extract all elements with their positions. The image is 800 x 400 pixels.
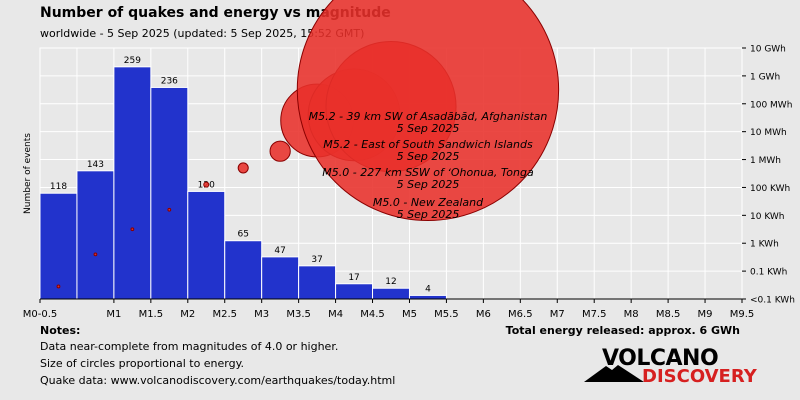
- note-completeness: Data near-complete from magnitudes of 4.…: [40, 340, 339, 353]
- bar-count-label: 12: [385, 277, 396, 287]
- x-tick-label: M3: [254, 309, 269, 320]
- volcano-icon: [584, 365, 644, 382]
- x-tick-label: M0-0.5: [23, 309, 58, 320]
- x-tick-label: M1: [106, 309, 121, 320]
- count-bar: [187, 190, 226, 300]
- energy-axis-label: 10 MWh: [750, 128, 787, 138]
- notes-heading: Notes:: [40, 324, 81, 337]
- volcanodiscovery-logo: VOLCANO DISCOVERY: [584, 344, 764, 390]
- logo-text-bottom: DISCOVERY: [642, 366, 757, 387]
- quake-annotation-date: 5 Sep 2025: [397, 178, 460, 191]
- energy-bubble: [269, 140, 291, 162]
- bar-count-label: 47: [274, 246, 285, 256]
- count-bar: [298, 265, 337, 300]
- chart-title: Number of quakes and energy vs magnitude: [40, 5, 391, 21]
- x-tick-label: M2.5: [212, 309, 237, 320]
- chart-subtitle: worldwide - 5 Sep 2025 (updated: 5 Sep 2…: [40, 27, 365, 40]
- energy-axis-label: 1 MWh: [750, 156, 781, 166]
- quake-annotation-title: M5.2 - East of South Sandwich Islands: [323, 138, 533, 151]
- energy-bubble: [56, 284, 61, 289]
- x-tick-label: M2: [180, 309, 195, 320]
- energy-axis-label: 10 GWh: [750, 45, 786, 55]
- energy-bubble: [296, 0, 560, 221]
- x-tick-label: M7: [550, 309, 565, 320]
- quake-annotation-date: 5 Sep 2025: [397, 150, 460, 163]
- x-tick-label: M8: [624, 309, 639, 320]
- count-bar: [39, 192, 78, 300]
- x-tick-label: M8.5: [656, 309, 681, 320]
- magnitude-energy-chart: 11814325923612065473717124M0-0.5M1M1.5M2…: [23, 0, 795, 320]
- x-tick-label: M4: [328, 309, 343, 320]
- energy-bubble: [167, 207, 172, 212]
- energy-axis-label: <0.1 KWh: [750, 296, 795, 306]
- bar-count-label: 4: [425, 284, 431, 294]
- x-tick-label: M5: [402, 309, 417, 320]
- energy-bubble: [203, 181, 210, 188]
- count-bar: [150, 86, 189, 300]
- energy-axis-label: 1 GWh: [750, 72, 780, 82]
- x-tick-label: M1.5: [139, 309, 164, 320]
- x-tick-label: M6: [476, 309, 491, 320]
- energy-bubble: [93, 252, 98, 257]
- x-tick-label: M7.5: [582, 309, 607, 320]
- bar-count-label: 259: [124, 56, 141, 66]
- bar-count-label: 118: [50, 182, 67, 192]
- quake-annotation-date: 5 Sep 2025: [397, 208, 460, 221]
- energy-bubble: [130, 227, 135, 232]
- count-bar: [261, 256, 300, 300]
- count-bar: [113, 66, 152, 300]
- energy-axis-label: 1 KWh: [750, 240, 779, 250]
- bar-count-label: 143: [87, 160, 104, 170]
- count-bar: [224, 240, 263, 300]
- quake-annotation-title: M5.0 - New Zealand: [373, 196, 484, 209]
- x-tick-label: M6.5: [508, 309, 533, 320]
- energy-axis-label: 100 KWh: [750, 184, 790, 194]
- logo-text-top: VOLCANO: [602, 346, 719, 371]
- x-tick-label: M9.5: [730, 309, 755, 320]
- note-data-source: Quake data: www.volcanodiscovery.com/ear…: [40, 374, 396, 387]
- x-tick-label: M4.5: [360, 309, 385, 320]
- energy-axis-label: 10 KWh: [750, 212, 785, 222]
- count-bar: [335, 283, 374, 300]
- quake-annotation-date: 5 Sep 2025: [397, 122, 460, 135]
- x-tick-label: M3.5: [286, 309, 311, 320]
- y-axis-label: Number of events: [23, 133, 33, 214]
- count-bar: [372, 287, 410, 300]
- total-energy: Total energy released: approx. 6 GWh: [505, 324, 740, 337]
- quake-annotation-title: M5.2 - 39 km SW of Asadābād, Afghanistan: [309, 110, 548, 123]
- energy-axis-label: 0.1 KWh: [750, 268, 787, 278]
- count-bar: [408, 294, 447, 300]
- quake-annotation-title: M5.0 - 227 km SSW of ʻOhonua, Tonga: [322, 166, 534, 179]
- bar-count-label: 236: [161, 76, 178, 86]
- x-tick-label: M9: [698, 309, 713, 320]
- energy-bubble: [237, 162, 249, 174]
- bar-count-label: 65: [237, 230, 248, 240]
- note-circle-size: Size of circles proportional to energy.: [40, 357, 245, 370]
- energy-axis-label: 100 MWh: [750, 100, 792, 110]
- count-bar: [76, 170, 115, 300]
- bar-count-label: 37: [311, 255, 322, 265]
- x-tick-label: M5.5: [434, 309, 459, 320]
- bar-count-label: 17: [348, 273, 359, 283]
